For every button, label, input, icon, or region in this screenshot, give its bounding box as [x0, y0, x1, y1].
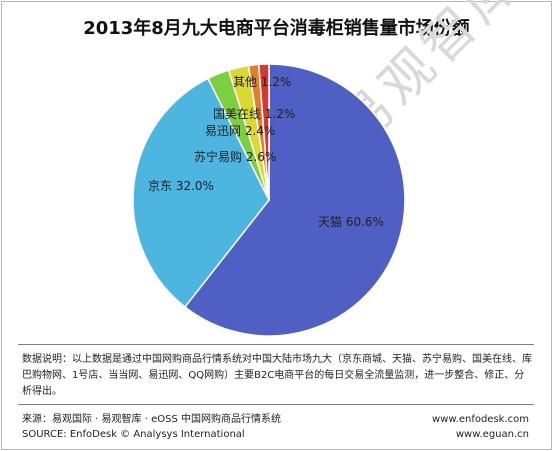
chart-title: 2013年8月九大电商平台消毒柜销售量市场份额 [83, 18, 470, 39]
pie-slice-0 [183, 63, 406, 337]
divider-top [18, 344, 534, 345]
slice-label-2: 苏宁易购 2.6% [194, 149, 276, 164]
pie-slice-5 [257, 63, 270, 201]
footer-urls: www.enfodesk.com www.eguan.cn [432, 412, 529, 442]
data-description: 数据说明：以上数据是通过中国网购商品行情系统对中国大陆市场九大（京东商城、天猫、… [22, 354, 532, 397]
slice-label-0: 天猫 60.6% [318, 215, 384, 229]
footer-source: 来源：易观国际 · 易观智库 · eOSS 中国网购商品行情系统 SOURCE:… [22, 412, 281, 442]
slice-label-4: 国美在线 1.2% [213, 107, 295, 121]
footer-source-cn: 来源：易观国际 · 易观智库 · eOSS 中国网购商品行情系统 [22, 414, 281, 425]
slice-label-3: 易迅网 2.4% [205, 124, 275, 138]
slice-label-5: 其他 1.2% [233, 75, 291, 89]
slice-label-1: 京东 32.0% [148, 179, 214, 193]
pie-slice-1 [132, 77, 270, 308]
footer-source-en: SOURCE: EnfoDesk © Analysys Internationa… [22, 429, 245, 440]
footer-url-enfodesk: www.enfodesk.com [432, 414, 529, 425]
divider-bottom [18, 404, 534, 405]
footer-url-eguan: www.eguan.cn [455, 429, 529, 440]
